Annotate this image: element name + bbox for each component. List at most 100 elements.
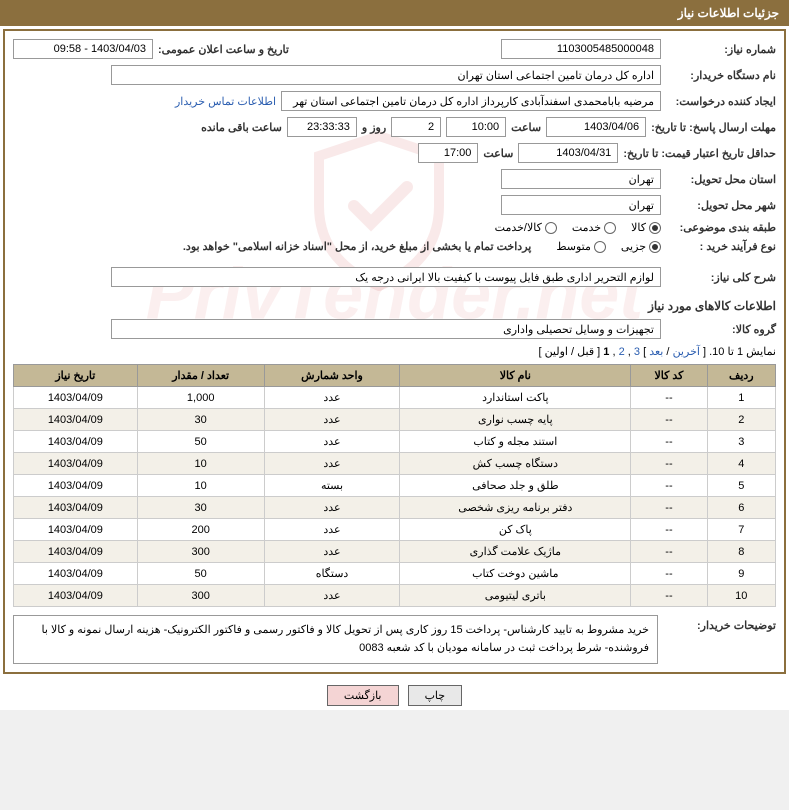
th-qty: تعداد / مقدار (137, 365, 264, 387)
summary-value: لوازم التحریر اداری طبق فایل پیوست با کی… (111, 267, 661, 287)
page-1-current: 1 (603, 346, 609, 358)
table-cell: 1403/04/09 (14, 497, 138, 519)
radio-circle-icon (649, 222, 661, 234)
back-button[interactable]: بازگشت (327, 685, 399, 706)
days-value: 2 (391, 117, 441, 137)
city-value: تهران (501, 195, 661, 215)
table-cell: پاکت استاندارد (400, 387, 631, 409)
table-cell: پاک کن (400, 519, 631, 541)
table-cell: 200 (137, 519, 264, 541)
table-row: 3--استند مجله و کتابعدد501403/04/09 (14, 431, 776, 453)
validity-label: حداقل تاریخ اعتبار قیمت: تا تاریخ: (623, 147, 776, 160)
table-cell: دفتر برنامه ریزی شخصی (400, 497, 631, 519)
table-cell: 5 (707, 475, 775, 497)
radio-partial[interactable]: جزیی (621, 240, 661, 253)
radio-partial-label: جزیی (621, 240, 646, 253)
table-row: 2--پایه چسب نواریعدد301403/04/09 (14, 409, 776, 431)
page-last-link[interactable]: آخرین (673, 346, 700, 358)
table-cell: 2 (707, 409, 775, 431)
buyer-value: اداره کل درمان تامین اجتماعی استان تهران (111, 65, 661, 85)
page-next-link[interactable]: بعد (649, 346, 663, 358)
deadline-label: مهلت ارسال پاسخ: تا تاریخ: (651, 121, 776, 134)
table-cell: عدد (264, 453, 400, 475)
table-cell: عدد (264, 519, 400, 541)
city-label: شهر محل تحویل: (666, 199, 776, 212)
table-cell: 3 (707, 431, 775, 453)
deadline-time: 10:00 (446, 117, 506, 137)
table-cell: عدد (264, 497, 400, 519)
table-cell: 50 (137, 563, 264, 585)
table-cell: 10 (707, 585, 775, 607)
pagination-prefix: نمایش 1 تا 10. [ (700, 346, 776, 358)
process-note: پرداخت تمام یا بخشی از مبلغ خرید، از محل… (183, 240, 531, 253)
table-cell: 1403/04/09 (14, 431, 138, 453)
table-cell: 10 (137, 475, 264, 497)
table-row: 4--دستگاه چسب کشعدد101403/04/09 (14, 453, 776, 475)
table-cell: -- (631, 497, 707, 519)
table-cell: 1,000 (137, 387, 264, 409)
table-cell: 1403/04/09 (14, 409, 138, 431)
table-cell: ماژیک علامت گذاری (400, 541, 631, 563)
table-cell: 300 (137, 541, 264, 563)
footer-buttons: چاپ بازگشت (0, 677, 789, 710)
time-label-1: ساعت (511, 121, 541, 134)
days-label: روز و (362, 121, 386, 134)
table-row: 10--باتری لیتیومیعدد3001403/04/09 (14, 585, 776, 607)
table-row: 7--پاک کنعدد2001403/04/09 (14, 519, 776, 541)
table-cell: -- (631, 387, 707, 409)
deadline-date: 1403/04/06 (546, 117, 646, 137)
table-cell: ماشین دوخت کتاب (400, 563, 631, 585)
page-header: جزئیات اطلاعات نیاز (0, 0, 789, 26)
pagination-suffix: ] (538, 346, 541, 358)
need-number-value: 1103005485000048 (501, 39, 661, 59)
table-cell: 4 (707, 453, 775, 475)
table-cell: 8 (707, 541, 775, 563)
validity-date: 1403/04/31 (518, 143, 618, 163)
table-cell: 1403/04/09 (14, 563, 138, 585)
radio-goods-label: کالا (631, 221, 646, 234)
th-unit: واحد شمارش (264, 365, 400, 387)
validity-time: 17:00 (418, 143, 478, 163)
table-cell: بسته (264, 475, 400, 497)
province-label: استان محل تحویل: (666, 173, 776, 186)
table-cell: 1403/04/09 (14, 387, 138, 409)
table-cell: دستگاه (264, 563, 400, 585)
th-code: کد کالا (631, 365, 707, 387)
table-cell: عدد (264, 585, 400, 607)
table-cell: طلق و جلد صحافی (400, 475, 631, 497)
page-2-link[interactable]: 2 (619, 346, 625, 358)
pagination-comma-2: , (612, 346, 615, 358)
buyer-desc-label: توضیحات خریدار: (666, 615, 776, 632)
table-cell: استند مجله و کتاب (400, 431, 631, 453)
radio-medium[interactable]: متوسط (556, 240, 606, 253)
need-number-label: شماره نیاز: (666, 43, 776, 56)
category-label: طبقه بندی موضوعی: (666, 221, 776, 234)
table-cell: 1403/04/09 (14, 475, 138, 497)
radio-circle-icon (604, 222, 616, 234)
table-cell: 1403/04/09 (14, 519, 138, 541)
table-row: 5--طلق و جلد صحافیبسته101403/04/09 (14, 475, 776, 497)
table-cell: -- (631, 409, 707, 431)
radio-goods[interactable]: کالا (631, 221, 661, 234)
print-button[interactable]: چاپ (408, 685, 463, 706)
table-cell: 30 (137, 409, 264, 431)
goods-section-title: اطلاعات کالاهای مورد نیاز (13, 299, 776, 313)
table-row: 6--دفتر برنامه ریزی شخصیعدد301403/04/09 (14, 497, 776, 519)
pagination-sep-1: / (663, 346, 669, 358)
table-cell: عدد (264, 409, 400, 431)
table-cell: دستگاه چسب کش (400, 453, 631, 475)
radio-circle-icon (545, 222, 557, 234)
announce-value: 1403/04/03 - 09:58 (13, 39, 153, 59)
radio-service[interactable]: خدمت (572, 221, 616, 234)
table-cell: -- (631, 453, 707, 475)
table-cell: 1403/04/09 (14, 585, 138, 607)
contact-link[interactable]: اطلاعات تماس خریدار (175, 95, 276, 108)
table-row: 9--ماشین دوخت کتابدستگاه501403/04/09 (14, 563, 776, 585)
table-cell: -- (631, 431, 707, 453)
radio-medium-label: متوسط (556, 240, 591, 253)
process-radio-group: جزیی متوسط (556, 240, 661, 253)
pagination-comma-1: , (628, 346, 631, 358)
process-label: نوع فرآیند خرید : (666, 240, 776, 253)
radio-goods-service[interactable]: کالا/خدمت (495, 221, 557, 234)
table-cell: 30 (137, 497, 264, 519)
